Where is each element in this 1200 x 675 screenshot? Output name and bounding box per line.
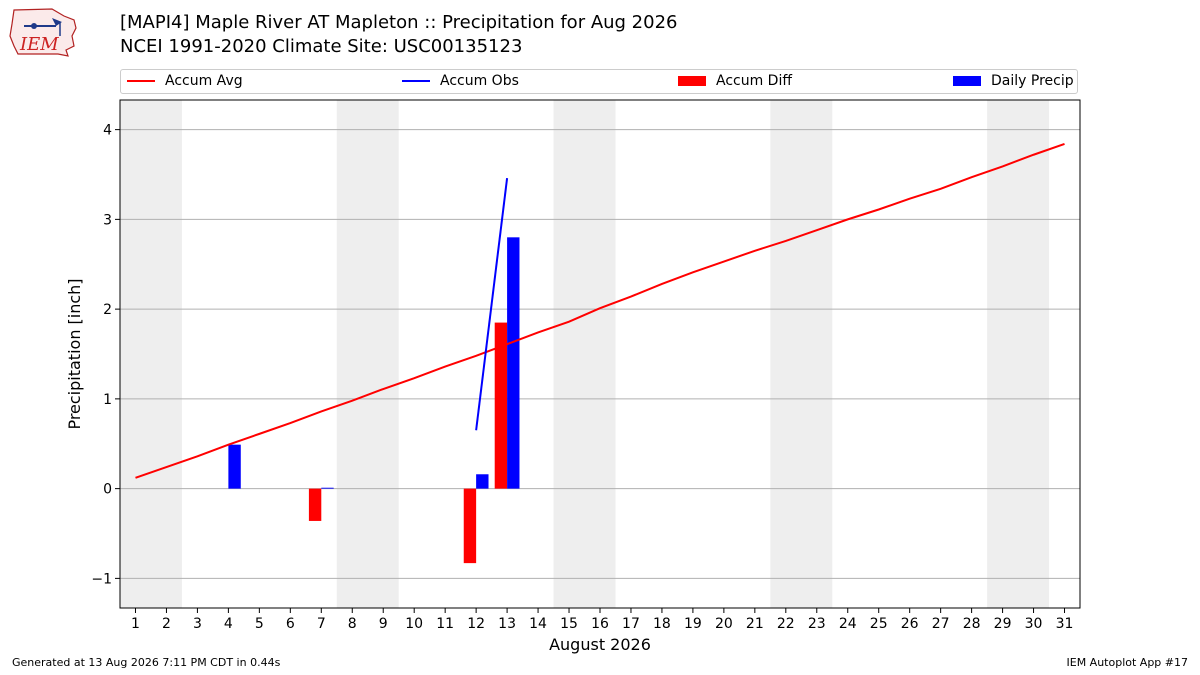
- legend-label-accum-diff: Accum Diff: [716, 73, 793, 89]
- footer-app: IEM Autoplot App #17: [1066, 656, 1189, 669]
- x-tick-label: 18: [653, 616, 671, 632]
- accum-obs-line: [475, 177, 509, 431]
- accum-diff-bar: [308, 488, 322, 521]
- x-tick-label: 3: [193, 616, 202, 632]
- x-tick-label: 28: [963, 616, 981, 632]
- y-tick-label: 2: [103, 302, 112, 318]
- legend-swatch-accum-obs: [402, 80, 430, 82]
- legend-item-daily-precip: Daily Precip: [953, 73, 1074, 89]
- x-tick-label: 19: [684, 616, 702, 632]
- legend-item-accum-avg: Accum Avg: [127, 73, 243, 89]
- x-tick-label: 26: [901, 616, 919, 632]
- legend-swatch-accum-diff: [678, 76, 706, 86]
- x-tick-label: 27: [932, 616, 950, 632]
- x-tick-label: 1: [131, 616, 140, 632]
- x-tick-label: 5: [255, 616, 264, 632]
- daily-precip-bar: [476, 474, 489, 489]
- legend-label-accum-obs: Accum Obs: [440, 73, 519, 89]
- logo-text: IEM: [19, 34, 59, 55]
- x-tick-label: 24: [839, 616, 857, 632]
- x-tick-label: 30: [1025, 616, 1043, 632]
- x-tick-label: 23: [808, 616, 826, 632]
- y-tick-label: 0: [103, 482, 112, 498]
- x-tick-label: 9: [379, 616, 388, 632]
- footer-generated: Generated at 13 Aug 2026 7:11 PM CDT in …: [12, 656, 281, 669]
- weekend-band: [987, 100, 1050, 608]
- x-tick-label: 25: [870, 616, 888, 632]
- chart-title: [MAPI4] Maple River AT Mapleton :: Preci…: [120, 12, 678, 33]
- iem-logo: IEM: [9, 8, 77, 57]
- x-tick-label: 31: [1056, 616, 1074, 632]
- weekend-band: [553, 100, 616, 608]
- x-tick-label: 20: [715, 616, 733, 632]
- x-tick-label: 10: [405, 616, 423, 632]
- x-tick-label: 13: [498, 616, 516, 632]
- chart-legend: Accum Avg Accum Obs Accum Diff Daily Pre…: [120, 69, 1078, 94]
- x-tick-label: 6: [286, 616, 295, 632]
- y-tick-label: 4: [103, 123, 112, 139]
- y-axis-label: Precipitation [inch]: [65, 278, 84, 429]
- weekend-band: [336, 100, 399, 608]
- daily-precip-bar: [507, 237, 520, 489]
- weekend-band: [770, 100, 833, 608]
- x-tick-label: 12: [467, 616, 485, 632]
- legend-label-accum-avg: Accum Avg: [165, 73, 243, 89]
- x-tick-label: 14: [529, 616, 547, 632]
- legend-item-accum-obs: Accum Obs: [402, 73, 519, 89]
- y-tick-label: 3: [103, 212, 112, 228]
- y-tick-label: −1: [91, 571, 112, 587]
- x-tick-label: 4: [224, 616, 233, 632]
- x-tick-label: 17: [622, 616, 640, 632]
- legend-label-daily-precip: Daily Precip: [991, 73, 1074, 89]
- x-tick-label: 15: [560, 616, 578, 632]
- legend-item-accum-diff: Accum Diff: [678, 73, 792, 89]
- accum-diff-bar: [494, 322, 508, 489]
- accum-avg-line: [135, 143, 1065, 479]
- weekend-band: [120, 100, 182, 608]
- legend-swatch-daily-precip: [953, 76, 981, 86]
- daily-precip-bar: [228, 444, 241, 489]
- x-tick-label: 2: [162, 616, 171, 632]
- x-tick-label: 16: [591, 616, 609, 632]
- x-tick-label: 11: [436, 616, 454, 632]
- x-axis-label: August 2026: [549, 635, 651, 654]
- daily-precip-bar: [321, 487, 334, 489]
- legend-swatch-accum-avg: [127, 80, 155, 82]
- x-tick-label: 21: [746, 616, 764, 632]
- x-tick-label: 22: [777, 616, 795, 632]
- accum-diff-bar: [463, 488, 477, 564]
- y-tick-label: 1: [103, 392, 112, 408]
- x-tick-label: 29: [994, 616, 1012, 632]
- chart-subtitle: NCEI 1991-2020 Climate Site: USC00135123: [120, 36, 523, 57]
- x-tick-label: 7: [317, 616, 326, 632]
- x-tick-label: 8: [348, 616, 357, 632]
